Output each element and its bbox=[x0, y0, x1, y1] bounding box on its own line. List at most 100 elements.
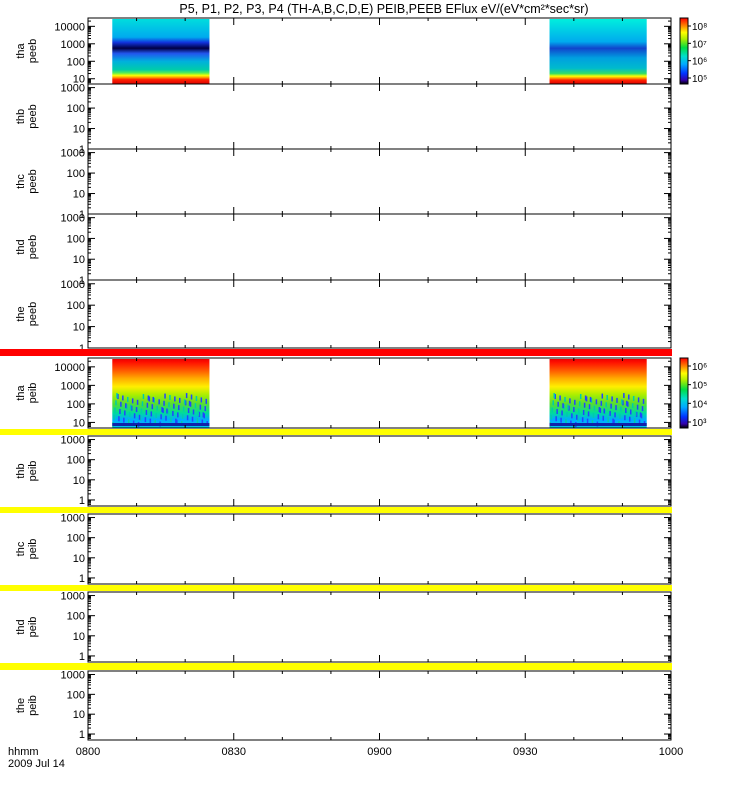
y-tick-label: 100 bbox=[67, 233, 85, 245]
spectrogram-speckle bbox=[602, 415, 605, 421]
y-tick-label: 10 bbox=[73, 189, 85, 201]
spectrogram-speckle bbox=[629, 409, 632, 415]
spectrogram-speckle bbox=[636, 404, 639, 410]
spectrogram-speckle bbox=[578, 401, 581, 407]
y-axis-label: thb bbox=[15, 463, 27, 478]
spectrogram-speckle bbox=[197, 410, 200, 416]
y-tick-label: 1 bbox=[79, 275, 85, 287]
spectrogram-speckle bbox=[577, 415, 579, 421]
spectrogram-speckle bbox=[179, 397, 181, 403]
spectrogram-speckle bbox=[117, 394, 119, 400]
spectrogram-speckle bbox=[606, 395, 608, 401]
spectrogram-speckle bbox=[192, 409, 195, 415]
spectrogram-speckle bbox=[600, 400, 603, 406]
spectrogram-speckle bbox=[123, 417, 125, 423]
y-tick-label: 10000 bbox=[54, 21, 85, 33]
y-tick-label: 1000 bbox=[61, 380, 85, 392]
y-tick-label: 1 bbox=[79, 651, 85, 663]
spectrogram-speckle bbox=[579, 394, 582, 400]
spectrogram-speckle bbox=[562, 403, 564, 409]
spectrogram-speckle bbox=[154, 420, 156, 426]
spectrogram-speckle bbox=[203, 413, 206, 419]
spectrogram-speckle bbox=[635, 411, 638, 417]
spectrogram-speckle bbox=[141, 401, 144, 407]
spectrogram-speckle bbox=[131, 398, 134, 404]
spectrogram-speckle bbox=[138, 414, 141, 420]
spectrogram-speckle bbox=[610, 403, 612, 409]
y-tick-label: 1000 bbox=[61, 591, 85, 603]
panel-tha-peeb: 10000 1000 100 10 tha peeb 10⁸ 10⁷ 10⁶ 10⁵ bbox=[15, 17, 707, 86]
colorbar-tick-label: 10⁶ bbox=[692, 57, 707, 68]
spectrogram-speckle bbox=[561, 410, 563, 416]
spectrogram-speckle bbox=[148, 396, 151, 402]
colorbar-tick-label: 10⁶ bbox=[692, 362, 707, 373]
spectrogram-speckle bbox=[169, 395, 171, 401]
spectrogram-speckle bbox=[625, 408, 627, 414]
y-tick-label: 10 bbox=[73, 475, 85, 487]
colorbar-tick-label: 10⁴ bbox=[692, 399, 707, 410]
spectrogram-speckle bbox=[620, 406, 622, 412]
spectrogram-speckle bbox=[640, 413, 643, 419]
y-axis-label: thd bbox=[15, 619, 27, 634]
spectrogram-speckle bbox=[574, 399, 576, 405]
spectrogram-speckle bbox=[139, 415, 142, 421]
y-tick-label: 10000 bbox=[54, 362, 85, 374]
spectrogram-speckle bbox=[145, 409, 148, 415]
spectrogram-speckle bbox=[126, 404, 128, 410]
panel-thc-peib: 1000 100 10 1 thc peib bbox=[0, 513, 672, 591]
panel-frame bbox=[87, 148, 672, 215]
spectrogram-speckle bbox=[573, 407, 575, 413]
y-tick-label: 10 bbox=[73, 74, 85, 86]
spectrogram-speckle bbox=[164, 393, 166, 399]
spectrogram-speckle bbox=[191, 416, 194, 422]
spectrogram-speckle bbox=[205, 398, 207, 404]
y-axis-label: thc bbox=[15, 174, 27, 189]
time-label: hhmm bbox=[8, 746, 39, 758]
spectrogram-speckle bbox=[569, 398, 571, 404]
spectrogram-low-band bbox=[549, 423, 647, 426]
spectrogram-speckle bbox=[199, 404, 202, 410]
spectrogram-speckle bbox=[116, 393, 118, 399]
panel-tha-peib: 10000 1000 100 10 tha peib 10⁶ 10⁵ 10⁴ 10³ bbox=[0, 357, 707, 435]
spectrogram-speckle bbox=[598, 407, 601, 413]
spectrogram-speckle bbox=[567, 404, 569, 410]
spectrogram-speckle bbox=[587, 411, 590, 417]
y-tick-label: 1 bbox=[79, 729, 85, 741]
panel-thb-peeb: 1000 100 10 1 thb peeb bbox=[15, 83, 672, 156]
spectrogram-speckle bbox=[583, 402, 586, 408]
y-tick-label: 100 bbox=[67, 300, 85, 312]
status-bar bbox=[0, 429, 672, 435]
spectrogram-speckle bbox=[568, 405, 570, 411]
y-axis-label: the bbox=[15, 698, 27, 713]
spectrogram-speckle bbox=[156, 405, 158, 411]
y-tick-label: 10 bbox=[73, 709, 85, 721]
spectrogram-speckle bbox=[563, 404, 565, 410]
y-axis-label: tha bbox=[15, 384, 27, 400]
spectrogram-speckle bbox=[135, 407, 138, 413]
y-tick-label: 100 bbox=[67, 56, 85, 68]
y-tick-label: 1000 bbox=[61, 148, 85, 160]
y-axis-label: peeb bbox=[27, 39, 39, 63]
y-axis-label: thb bbox=[15, 109, 27, 124]
spectrogram-speckle bbox=[612, 418, 614, 424]
spectrogram-speckle bbox=[186, 415, 189, 421]
spectrogram-speckle bbox=[586, 418, 589, 424]
spectrogram-speckle bbox=[133, 413, 136, 419]
y-tick-label: 1000 bbox=[61, 39, 85, 51]
spectrogram-speckle bbox=[627, 401, 629, 407]
spectrogram-speckle bbox=[615, 405, 617, 411]
spectrogram-speckle bbox=[155, 412, 157, 418]
spectrogram-speckle bbox=[619, 413, 621, 419]
spectrogram-speckle bbox=[165, 415, 167, 421]
spectrogram-speckle bbox=[136, 399, 139, 405]
y-tick-label: 10 bbox=[73, 417, 85, 429]
y-tick-label: 1000 bbox=[61, 435, 85, 447]
y-axis-label: peib bbox=[27, 617, 39, 638]
spectrogram-speckle bbox=[150, 411, 153, 417]
spectrogram-speckle bbox=[566, 411, 568, 417]
spectrogram-speckle bbox=[149, 418, 152, 424]
spectrogram-speckle bbox=[170, 417, 172, 423]
spectrogram-speckle bbox=[129, 404, 132, 410]
y-tick-label: 1000 bbox=[61, 213, 85, 225]
